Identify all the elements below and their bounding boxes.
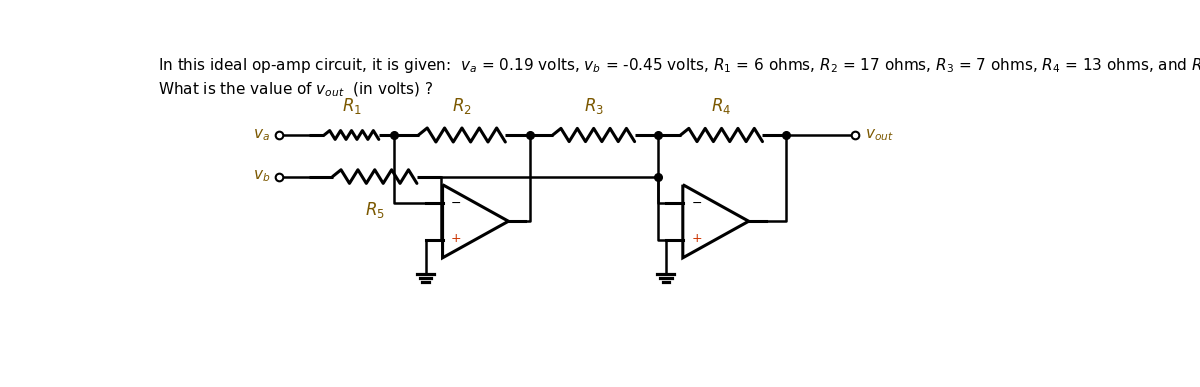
- Text: $R_4$: $R_4$: [712, 96, 732, 116]
- Text: What is the value of $v_{out}$  (in volts) ?: What is the value of $v_{out}$ (in volts…: [157, 81, 433, 99]
- Text: $R_3$: $R_3$: [583, 96, 604, 116]
- Text: $+$: $+$: [450, 232, 462, 245]
- Text: $-$: $-$: [450, 196, 462, 209]
- Text: $-$: $-$: [690, 196, 702, 209]
- Text: In this ideal op-amp circuit, it is given:  $v_a$ = 0.19 volts, $v_b$ = -0.45 vo: In this ideal op-amp circuit, it is give…: [157, 57, 1200, 75]
- Text: $v_a$: $v_a$: [253, 127, 270, 143]
- Text: $+$: $+$: [690, 232, 702, 245]
- Text: $R_2$: $R_2$: [452, 96, 472, 116]
- Text: $R_5$: $R_5$: [365, 200, 385, 220]
- Text: $R_1$: $R_1$: [342, 96, 361, 116]
- Text: $v_b$: $v_b$: [253, 169, 270, 185]
- Text: $v_{out}$: $v_{out}$: [864, 127, 893, 143]
